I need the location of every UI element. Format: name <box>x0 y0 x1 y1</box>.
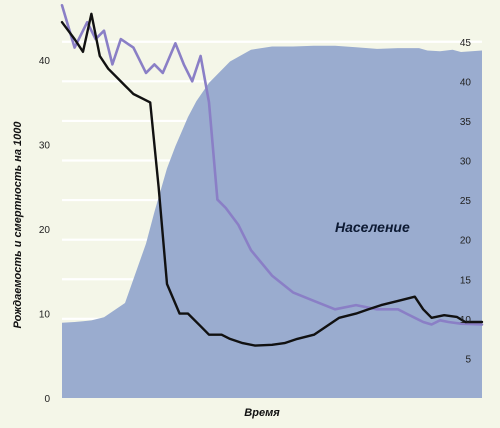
left-tick-label: 10 <box>39 310 51 321</box>
left-tick-label: 20 <box>39 225 51 236</box>
right-tick-label: 20 <box>460 236 472 247</box>
right-tick-label: 5 <box>465 354 471 365</box>
y-axis-label: Рождаемость и смертность на 1000 <box>12 121 24 329</box>
right-axis: 5 10 15 20 25 30 35 40 45 <box>460 38 472 366</box>
x-axis-label: Время <box>244 407 280 419</box>
right-tick-label: 45 <box>460 38 472 49</box>
death-rate-line <box>60 12 484 347</box>
left-tick-label: 30 <box>39 141 51 152</box>
right-tick-label: 40 <box>460 77 472 88</box>
right-tick-label: 15 <box>460 275 472 286</box>
rate-lines-layer <box>60 4 484 347</box>
right-tick-label: 35 <box>460 117 472 128</box>
annotation-label: Население <box>335 219 410 235</box>
right-tick-label: 25 <box>460 196 472 207</box>
left-axis: 0 10 20 30 40 <box>39 56 51 405</box>
right-tick-label: 10 <box>460 315 472 326</box>
left-tick-label: 40 <box>39 56 51 67</box>
right-tick-label: 30 <box>460 157 472 168</box>
birth-rate-line <box>60 4 484 326</box>
left-tick-label: 0 <box>44 394 50 405</box>
